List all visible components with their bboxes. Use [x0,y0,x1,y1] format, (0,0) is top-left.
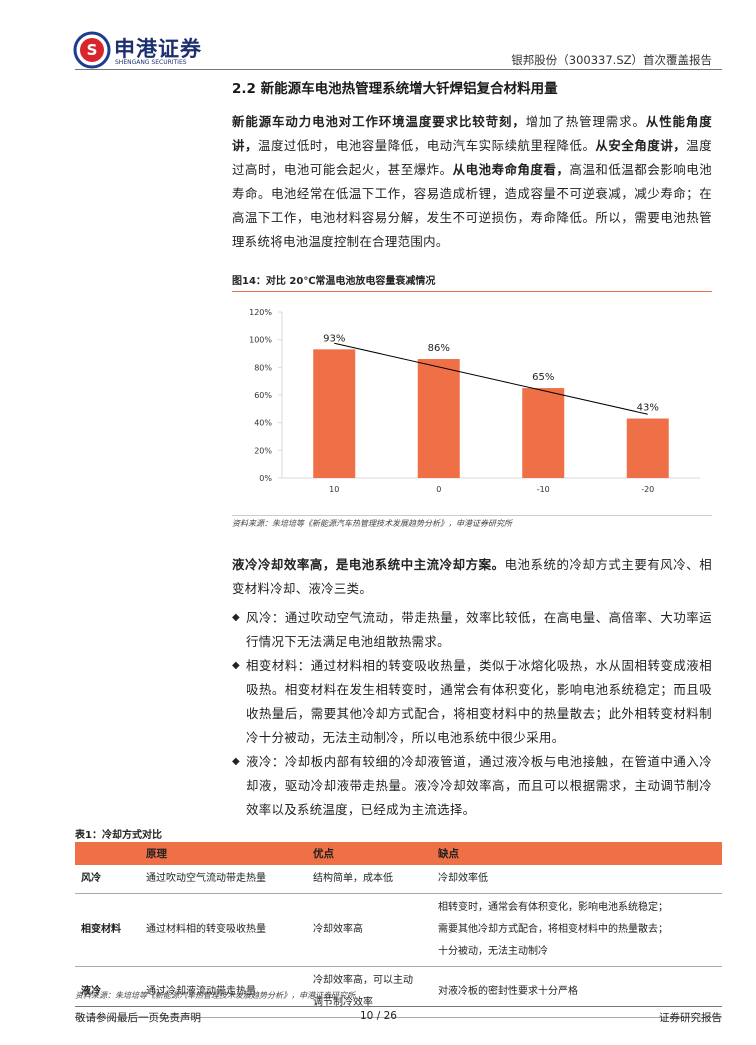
table-cell: 对液冷板的密封性要求十分严格 [432,966,722,1018]
table-cell: 冷却效率高 [307,893,432,967]
bar [417,359,460,478]
x-tick-label: -10 [537,485,550,494]
x-tick-label: 0 [436,485,441,494]
text: 温度过高时，电池可能会起火，甚至爆炸。 [232,138,713,177]
y-tick-label: 40% [254,419,272,428]
data-label: 65% [532,372,554,383]
table-row: 液冷 通过冷却液流动带走热量 冷却效率高，可以主动 调节制冷效率 对液冷板的密封性要求十… [75,966,722,1018]
y-tick-label: 100% [249,336,272,345]
paragraph: 新能源车动力电池对工作环境温度要求比较苛刻，增加了热管理需求。从性能角度讲，温度… [232,110,712,254]
text: 增加了热管理需求。 [525,114,646,129]
bold-text: 从电池寿命角度看， [452,162,570,177]
bullet-marker: ◆ [232,756,240,767]
report-type: 证券研究报告 [659,1012,722,1024]
cell-line: 相转变时，通常会有体积变化，影响电池系统稳定； [438,902,668,913]
y-tick-label: 120% [249,308,272,317]
figure-title: 图14：对比 20℃常温电池放电容量衰减情况 [232,272,712,292]
table-cell: 相转变时，通常会有体积变化，影响电池系统稳定； 需要其他冷却方式配合，将相变材料中… [432,893,722,967]
header-cell: 优点 [307,842,432,865]
bullet-text: 风冷：通过吹动空气流动，带走热量，效率比较低，在高电量、高倍率、大功率运行情况下… [246,610,712,649]
bold-text: 从性能角度讲， [232,114,712,153]
cell-line: 十分被动，无法主动制冷 [438,946,548,957]
figure-source: 资料来源：朱培培等《新能源汽车热管理技术发展趋势分析》，申港证券研究所 [232,515,712,529]
disclaimer: 敬请参阅最后一页免责声明 [75,1012,201,1024]
table-row: 风冷 通过吹动空气流动带走热量 结构简单，成本低 冷却效率低 [75,865,722,894]
table-header: 原理 优点 缺点 [75,842,722,865]
y-tick-label: 0% [259,474,272,483]
cell-line: 需要其他冷却方式配合，将相变材料中的热量散去； [438,924,668,935]
table-cell: 通过吹动空气流动带走热量 [140,865,307,894]
header-cell [75,842,140,865]
header-cell: 原理 [140,842,307,865]
table-cell: 冷却效率高，可以主动 调节制冷效率 [307,966,432,1018]
brand-en: SHENGANG SECURITIES [115,59,187,66]
table-title: 表1：冷却方式对比 [75,830,162,841]
header-cell: 缺点 [432,842,722,865]
table-cell: 通过冷却液流动带走热量 [140,966,307,1018]
brand: 申港证券 [114,37,202,61]
header-rule [75,69,722,70]
footer-rule [75,1006,722,1007]
x-tick-label: 10 [329,485,339,494]
data-label: 43% [637,403,659,414]
y-tick-label: 80% [254,363,272,372]
table-cell: 相变材料 [75,893,140,967]
table-cell: 冷却效率低 [432,865,722,894]
data-label: 93% [323,333,345,344]
report-title: 银邦股份（300337.SZ）首次覆盖报告 [511,53,712,67]
text: 高温和低温都会影响电池寿命。电池经常在低温下工作，容易造成析锂，造成容量不可逆衰… [232,162,712,249]
bold-text: 新能源车动力电池对工作环境温度要求比较苛刻， [232,114,526,129]
table-source: 资料来源：朱培培等《新能源汽车热管理技术发展趋势分析》，申港证券研究所 [75,991,355,1000]
table-cell: 通过材料相的转变吸收热量 [140,893,307,967]
bullet-text: 相变材料：通过材料相的转变吸收热量，类似于冰熔化吸热，水从固相转变成液相吸热。相… [246,658,712,745]
trendline [334,342,648,415]
text: 温度过低时，电池容量降低，电动汽车实际续航里程降低。 [257,138,596,153]
paragraph: 液冷冷却效率高，是电池系统中主流冷却方案。电池系统的冷却方式主要有风冷、相变材料… [232,553,712,601]
data-label: 86% [428,343,450,354]
bar [626,418,669,478]
cell-line: 冷却效率高，可以主动 [313,975,413,986]
section-title: 2.2 新能源车电池热管理系统增大钎焊铝复合材料用量 [232,81,558,97]
chart: 0% 20% 40% 60% 80% 100% 120% 93% 10 86% 0 65% -10 43%… [249,308,700,494]
bullet-text: 液冷：冷却板内部有较细的冷却液管道，通过液冷板与电池接触，在管道中通入冷却液，驱… [246,754,712,817]
logo-icon: S [73,31,111,69]
table-cell: 液冷 [75,966,140,1018]
bullet-marker: ◆ [232,660,240,671]
bar [522,388,565,478]
y-tick-label: 20% [254,446,272,455]
page-number: 10 / 26 [360,1010,397,1022]
x-tick-label: -20 [641,485,654,494]
table-cell: 风冷 [75,865,140,894]
table-row: 相变材料 通过材料相的转变吸收热量 冷却效率高 相转变时，通常会有体积变化，影响电池系… [75,893,722,967]
bold-text: 从安全角度讲， [595,138,687,153]
bullet-marker: ◆ [232,612,240,623]
y-tick-label: 60% [254,391,272,400]
text: 电池系统的冷却方式主要有风冷、相变材料冷却、液冷三类。 [232,557,712,596]
bar [313,349,356,478]
bold-text: 液冷冷却效率高，是电池系统中主流冷却方案。 [232,557,505,572]
cell-line: 调节制冷效率 [313,997,373,1008]
table-cell: 结构简单，成本低 [307,865,432,894]
svg-text:S: S [87,41,98,59]
table: 原理 优点 缺点 风冷 通过吹动空气流动带走热量 结构简单，成本低 冷却效率低 相变材料 通过材… [75,842,722,1018]
